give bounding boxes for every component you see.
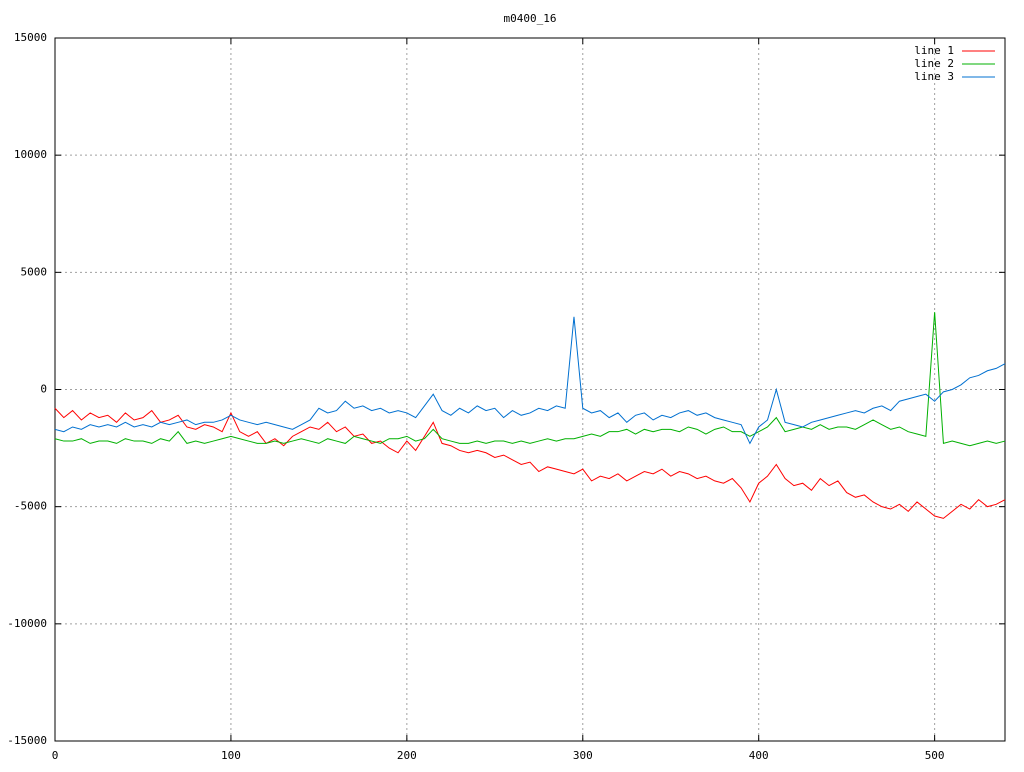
x-tick-label: 500 (925, 749, 945, 762)
legend-label: line 1 (914, 44, 954, 57)
y-tick-label: 0 (40, 383, 47, 396)
data-line (54, 312, 1006, 447)
x-tick-label: 0 (52, 749, 59, 762)
y-tick-label: 5000 (21, 265, 48, 278)
y-tick-label: -10000 (7, 617, 47, 630)
y-tick-label: -15000 (7, 734, 47, 747)
y-tick-label: -5000 (14, 500, 47, 513)
legend-label: line 2 (914, 57, 954, 70)
y-tick-label: 15000 (14, 31, 47, 44)
chart-title: m0400_16 (504, 12, 557, 25)
x-tick-label: 200 (397, 749, 417, 762)
x-tick-label: 100 (221, 749, 241, 762)
legend-label: line 3 (914, 70, 954, 83)
x-tick-label: 300 (573, 749, 593, 762)
data-line (54, 316, 1006, 445)
y-tick-label: 10000 (14, 148, 47, 161)
x-tick-label: 400 (749, 749, 769, 762)
data-line (54, 407, 1006, 519)
